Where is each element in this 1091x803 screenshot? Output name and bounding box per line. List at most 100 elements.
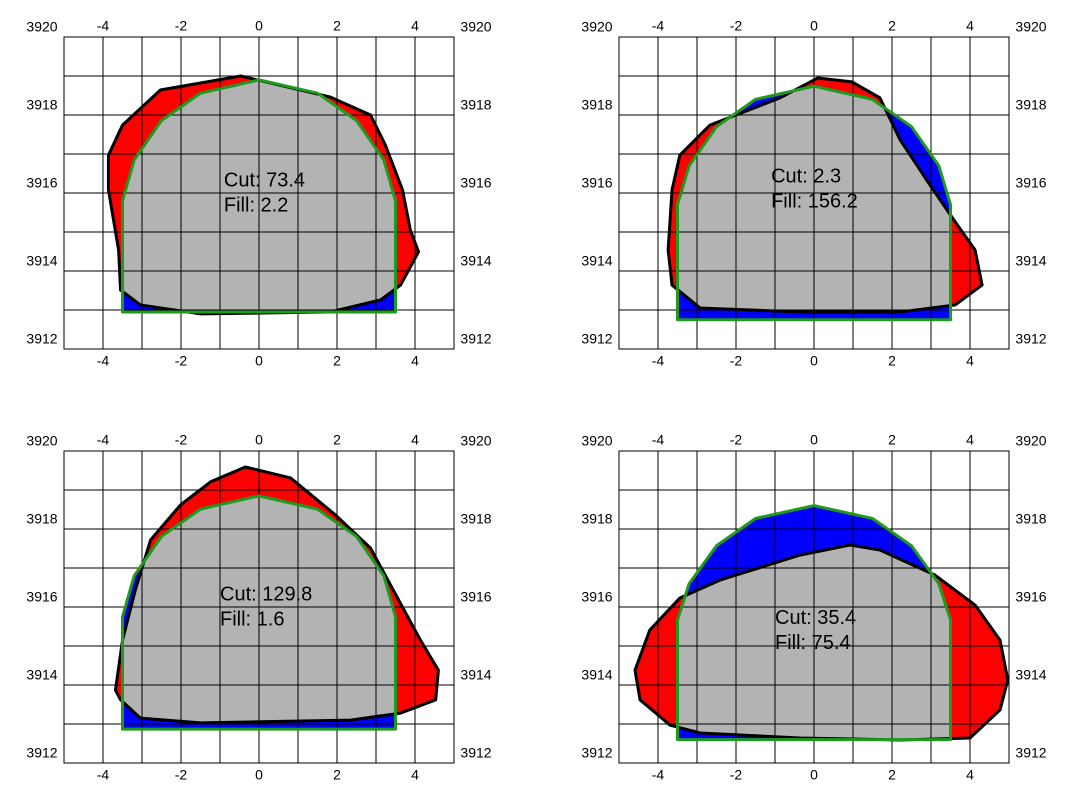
y-tick-label: 3920 <box>460 19 491 35</box>
y-tick-label: 3918 <box>460 511 491 527</box>
y-tick-label: 3914 <box>26 253 57 269</box>
design-profile <box>676 84 952 322</box>
actual-profile <box>633 543 1010 742</box>
annotation: Fill: 75.4 <box>775 632 851 654</box>
x-tick-label: 0 <box>810 353 818 369</box>
y-tick-label: 3912 <box>26 331 57 347</box>
y-tick-label: 3918 <box>460 97 491 113</box>
design-profile <box>121 78 397 314</box>
y-tick-label: 3918 <box>1015 511 1046 527</box>
x-tick-label: 0 <box>255 767 263 783</box>
x-tick-label: 4 <box>411 353 419 369</box>
x-tick-label: -2 <box>730 432 743 448</box>
x-tick-label: -4 <box>652 432 665 448</box>
y-tick-label: 3914 <box>26 667 57 683</box>
y-tick-label: 3912 <box>460 331 491 347</box>
y-tick-label: 3918 <box>26 511 57 527</box>
y-tick-label: 3920 <box>460 433 491 449</box>
overlap-region <box>122 79 396 312</box>
y-tick-label: 3912 <box>581 745 612 761</box>
x-tick-label: 0 <box>255 18 263 34</box>
y-tick-label: 3916 <box>460 589 491 605</box>
overlap-region <box>677 544 951 740</box>
actual-profile <box>113 465 440 725</box>
x-tick-label: 4 <box>966 18 974 34</box>
x-tick-label: -2 <box>175 353 188 369</box>
x-tick-label: 0 <box>810 767 818 783</box>
panel: Cut: 129.8 Fill: 1.6 -4 -4 -2 -2 0 0 2 2 4 4 3912 391… <box>26 432 491 783</box>
panel: Cut: 73.4 Fill: 2.2 -4 -4 -2 -2 0 0 2 2 4 4 3912 3912… <box>26 18 491 369</box>
x-tick-label: 0 <box>255 353 263 369</box>
x-tick-label: -2 <box>730 353 743 369</box>
plot-frame <box>63 36 455 350</box>
x-tick-label: 2 <box>888 353 896 369</box>
y-tick-label: 3914 <box>581 667 612 683</box>
annotation: Cut: 129.8 <box>220 584 312 606</box>
y-tick-label: 3912 <box>1015 745 1046 761</box>
annotation: Cut: 2.3 <box>771 166 841 188</box>
y-tick-label: 3914 <box>1015 253 1046 269</box>
y-tick-label: 3920 <box>1015 19 1046 35</box>
y-tick-label: 3914 <box>1015 667 1046 683</box>
x-tick-label: 2 <box>888 18 896 34</box>
x-tick-label: 2 <box>333 767 341 783</box>
y-tick-label: 3918 <box>26 97 57 113</box>
x-tick-label: -2 <box>175 18 188 34</box>
x-tick-label: -2 <box>175 432 188 448</box>
x-tick-label: -2 <box>175 767 188 783</box>
x-tick-label: 2 <box>888 767 896 783</box>
y-tick-label: 3914 <box>460 253 491 269</box>
x-tick-label: -4 <box>652 18 665 34</box>
actual-profile <box>666 76 984 314</box>
x-tick-label: 4 <box>411 432 419 448</box>
x-tick-label: -4 <box>97 18 110 34</box>
y-tick-label: 3916 <box>26 589 57 605</box>
design-profile <box>676 504 952 742</box>
plot-frame <box>618 450 1010 764</box>
y-tick-label: 3914 <box>460 667 491 683</box>
x-tick-label: 4 <box>411 18 419 34</box>
y-tick-label: 3912 <box>581 331 612 347</box>
x-tick-label: 2 <box>333 18 341 34</box>
annotation: Cut: 35.4 <box>775 607 856 629</box>
panel: Cut: 35.4 Fill: 75.4 -4 -4 -2 -2 0 0 2 2 4 4 3912 391… <box>581 432 1046 783</box>
y-tick-label: 3918 <box>1015 97 1046 113</box>
x-tick-label: 0 <box>255 432 263 448</box>
annotation: Fill: 2.2 <box>224 195 288 217</box>
annotation: Cut: 73.4 <box>224 170 305 192</box>
x-tick-label: 4 <box>966 353 974 369</box>
y-tick-label: 3912 <box>26 745 57 761</box>
y-tick-label: 3920 <box>26 19 57 35</box>
x-tick-label: 2 <box>333 353 341 369</box>
x-tick-label: -4 <box>97 432 110 448</box>
overlap-region <box>122 495 396 723</box>
y-tick-label: 3920 <box>1015 433 1046 449</box>
y-tick-label: 3916 <box>26 175 57 191</box>
actual-profile <box>106 74 421 316</box>
x-tick-label: 4 <box>966 432 974 448</box>
y-tick-label: 3918 <box>581 511 612 527</box>
x-tick-label: -2 <box>730 767 743 783</box>
x-tick-label: -2 <box>730 18 743 34</box>
x-tick-label: -4 <box>97 353 110 369</box>
y-tick-label: 3918 <box>581 97 612 113</box>
x-tick-label: 2 <box>888 432 896 448</box>
x-tick-label: -4 <box>97 767 110 783</box>
y-tick-label: 3916 <box>581 175 612 191</box>
x-tick-label: 4 <box>411 767 419 783</box>
design-profile <box>121 494 397 731</box>
y-tick-label: 3920 <box>581 433 612 449</box>
annotation: Fill: 1.6 <box>220 609 284 631</box>
x-tick-label: -4 <box>652 767 665 783</box>
x-tick-label: 0 <box>810 432 818 448</box>
y-tick-label: 3916 <box>460 175 491 191</box>
y-tick-label: 3920 <box>26 433 57 449</box>
x-tick-label: -4 <box>652 353 665 369</box>
y-tick-label: 3914 <box>581 253 612 269</box>
overlap-region <box>677 86 951 312</box>
y-tick-label: 3916 <box>1015 175 1046 191</box>
panel: Cut: 2.3 Fill: 156.2 -4 -4 -2 -2 0 0 2 2 4 4 3912 391… <box>581 18 1046 369</box>
y-tick-label: 3912 <box>1015 331 1046 347</box>
